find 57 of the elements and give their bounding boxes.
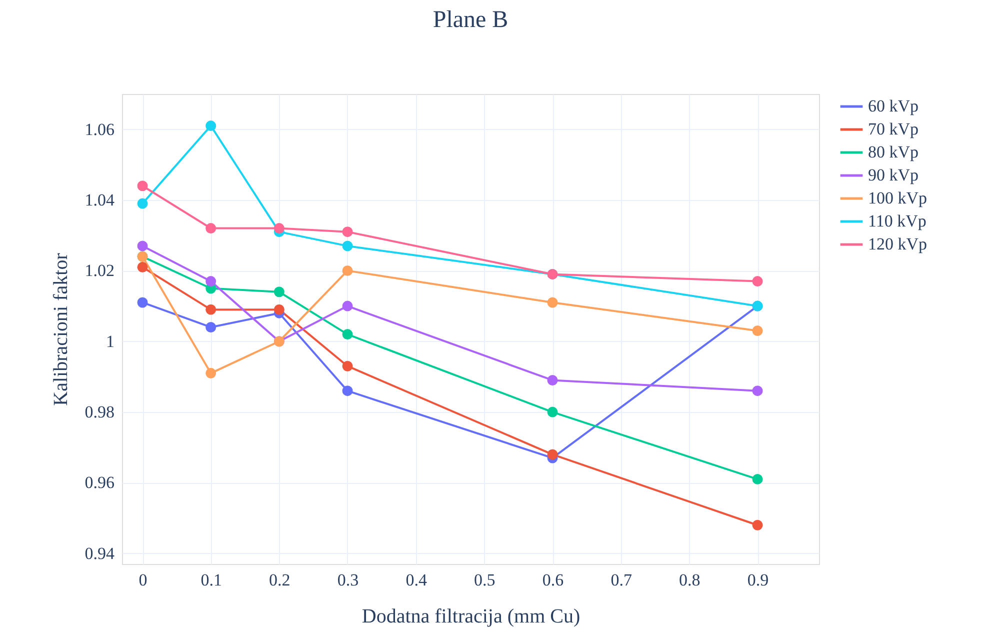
y-tick-label: 0.98 xyxy=(84,402,114,422)
point xyxy=(206,322,216,332)
x-tick-label: 0 xyxy=(138,570,148,590)
x-tick-label: 0.8 xyxy=(679,570,700,590)
point xyxy=(342,265,353,276)
point xyxy=(274,286,284,298)
legend-label: 110 kVp xyxy=(868,212,926,230)
point xyxy=(206,276,216,287)
point xyxy=(547,297,558,308)
point xyxy=(137,180,148,192)
legend-label: 100 kVp xyxy=(868,188,928,208)
point xyxy=(206,120,216,132)
point xyxy=(206,368,216,378)
y-tick-label: 1.02 xyxy=(84,261,114,280)
point xyxy=(206,304,216,315)
y-tick-label: 1.06 xyxy=(84,120,114,139)
point xyxy=(342,226,353,238)
x-axis-title: Dodatna filtracija (mm Cu) xyxy=(362,606,580,628)
x-tick-label: 0.7 xyxy=(610,570,632,590)
x-tick-label: 0.3 xyxy=(337,570,359,590)
point xyxy=(342,329,353,340)
point xyxy=(342,360,353,372)
point xyxy=(137,297,148,308)
point xyxy=(752,474,763,484)
x-tick-label: 0.2 xyxy=(269,570,290,590)
point xyxy=(547,449,558,460)
point xyxy=(342,240,353,252)
x-tick-label: 0.4 xyxy=(406,570,428,590)
x-tick-label: 0.9 xyxy=(747,570,769,590)
point xyxy=(137,240,148,252)
point xyxy=(342,386,353,396)
legend-label: 80 kVp xyxy=(868,142,919,162)
x-tick-label: 0.1 xyxy=(200,570,222,590)
point xyxy=(752,386,763,396)
legend-label: 60 kVp xyxy=(868,96,919,116)
point xyxy=(274,223,284,234)
point xyxy=(752,276,763,287)
point xyxy=(547,406,558,418)
point xyxy=(274,304,284,315)
legend-label: 70 kVp xyxy=(868,120,919,138)
y-tick-label: 0.94 xyxy=(84,544,115,563)
point xyxy=(752,520,763,530)
y-tick-label: 1 xyxy=(106,332,114,351)
x-tick-label: 0.5 xyxy=(474,570,496,590)
x-tick-label: 0.6 xyxy=(542,570,564,590)
y-tick-label: 1.04 xyxy=(84,190,115,210)
y-tick-label: 0.96 xyxy=(84,473,114,492)
point xyxy=(752,326,763,336)
legend-label: 120 kVp xyxy=(868,234,928,254)
point xyxy=(547,375,558,386)
point xyxy=(137,262,148,272)
point xyxy=(137,198,148,209)
chart-title: Plane B xyxy=(432,7,508,33)
y-axis-title: Kalibracioni faktor xyxy=(50,252,72,406)
legend-label: 90 kVp xyxy=(868,166,919,184)
point xyxy=(206,223,216,234)
point xyxy=(342,300,353,312)
